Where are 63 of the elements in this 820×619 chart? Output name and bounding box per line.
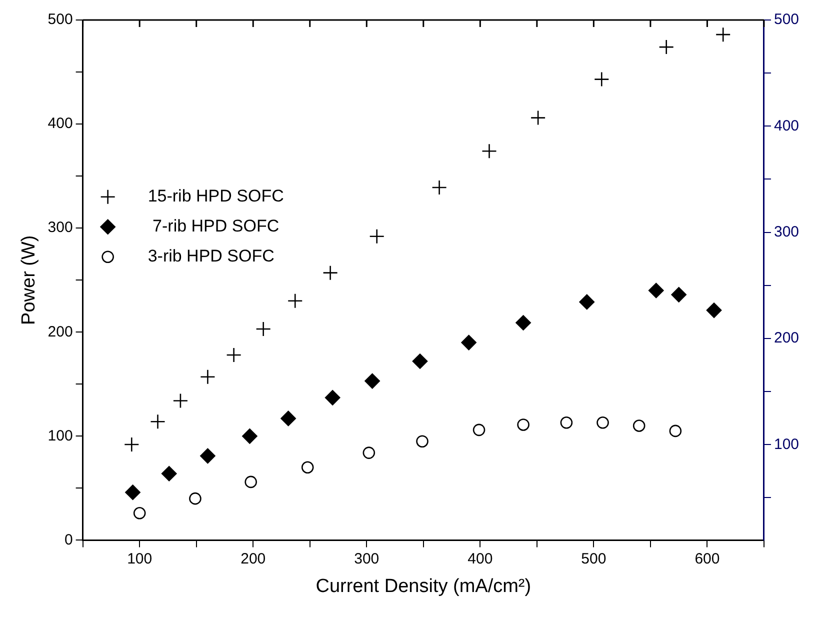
point — [596, 416, 609, 429]
y-tick-label: 500 — [48, 11, 73, 28]
point — [280, 410, 296, 426]
point — [226, 347, 242, 363]
point — [461, 334, 476, 350]
x-tick-label: 200 — [240, 550, 266, 568]
point — [324, 390, 340, 406]
point — [517, 418, 530, 431]
point — [715, 26, 731, 42]
point — [301, 461, 314, 474]
point — [516, 315, 531, 330]
x-tick-label: 500 — [581, 550, 606, 568]
point — [669, 424, 682, 438]
x-tick-label: 400 — [468, 550, 493, 568]
point — [594, 72, 610, 87]
point — [125, 484, 140, 500]
y-axis-title: Power (W) — [18, 235, 40, 325]
y2-tick-label: 300 — [774, 223, 800, 240]
y2-tick-label: 500 — [774, 11, 800, 28]
point — [133, 507, 146, 520]
y2-tick-label: 400 — [774, 117, 800, 134]
point — [287, 293, 303, 309]
point — [632, 420, 646, 432]
point — [369, 228, 385, 244]
point — [706, 302, 722, 318]
point — [671, 287, 686, 302]
point — [530, 110, 546, 126]
point — [242, 428, 258, 444]
point — [362, 446, 376, 459]
legend-label: 3-rib HPD SOFC — [148, 246, 274, 266]
point — [256, 321, 271, 337]
point — [560, 416, 573, 429]
point — [200, 448, 216, 464]
point — [124, 436, 140, 452]
legend-label: 15-rib HPD SOFC — [148, 186, 284, 206]
point — [244, 476, 257, 488]
point — [150, 414, 166, 430]
x-tick-label: 100 — [127, 550, 152, 568]
x-axis-title: Current Density (mA/cm²) — [316, 576, 532, 597]
point — [412, 354, 428, 369]
point — [472, 424, 486, 436]
x-tick-label: 600 — [694, 550, 720, 568]
point — [482, 143, 497, 159]
y2-tick-label: 100 — [774, 436, 800, 453]
point — [189, 492, 202, 505]
point — [172, 393, 188, 408]
x-tick-label: 300 — [354, 550, 380, 568]
y-tick-label: 100 — [48, 427, 73, 444]
point — [416, 435, 428, 448]
y-tick-label: 300 — [48, 219, 73, 236]
point — [648, 282, 664, 298]
point — [364, 373, 380, 389]
y2-tick-label: 200 — [774, 330, 800, 347]
point — [322, 265, 338, 280]
y-tick-label: 0 — [64, 531, 73, 548]
point — [200, 369, 216, 385]
point — [161, 466, 177, 482]
point — [432, 180, 447, 196]
point — [579, 294, 595, 310]
y-tick-label: 400 — [48, 115, 73, 132]
point — [658, 39, 674, 55]
legend-label: 7-rib HPD SOFC — [148, 216, 280, 236]
y-tick-label: 200 — [48, 323, 73, 340]
